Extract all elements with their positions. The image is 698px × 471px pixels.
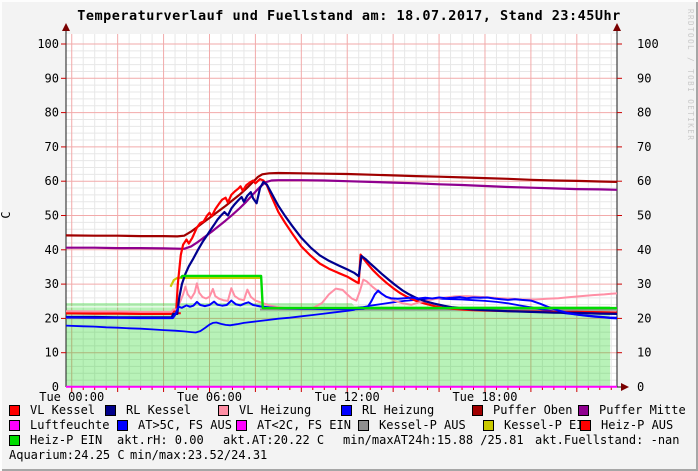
legend-swatch	[9, 420, 20, 431]
y-tick-label-left: 50	[45, 209, 59, 223]
legend-label: VL Kessel	[30, 403, 96, 417]
y-tick-label-right: 90	[637, 71, 651, 85]
series-heiz-p-ein	[179, 274, 617, 310]
stat-value: akt.Fuellstand: -nan	[535, 433, 680, 447]
legend-label: Heiz-P AUS	[601, 418, 674, 432]
legend-label: AT>5C, FS AUS	[138, 418, 232, 432]
series-kessel-p-ein	[169, 276, 260, 288]
y-tick-label-left: 100	[37, 37, 59, 51]
rrdtool-watermark: RRDTOOL / TOBI OETIKER	[686, 9, 695, 142]
legend-swatch	[9, 405, 20, 416]
legend-swatch	[483, 420, 494, 431]
legend-label: Puffer Oben	[493, 403, 573, 417]
grid-major	[66, 34, 617, 387]
y-tick-label-left: 60	[45, 174, 59, 188]
x-tick-label: Tue 06:00	[177, 390, 242, 404]
legend-label: AT<2C, FS EIN	[257, 418, 351, 432]
grid-minor	[66, 34, 617, 387]
x-tick-label: Tue 18:00	[452, 390, 517, 404]
legend-label: Luftfeuchte	[30, 418, 110, 432]
legend-label: Kessel-P EIN	[504, 418, 591, 432]
y-tick-label-left: 0	[52, 380, 59, 394]
y-tick-label-left: 10	[45, 346, 59, 360]
legend-swatch	[236, 420, 247, 431]
y-tick-label-left: 30	[45, 277, 59, 291]
legend-swatch	[105, 405, 116, 416]
legend-swatch	[9, 435, 20, 446]
legend-label: RL Kessel	[126, 403, 192, 417]
chart-title: Temperaturverlauf und Fuellstand am: 18.…	[77, 8, 621, 24]
y-tick-label-left: 20	[45, 311, 59, 325]
series-at-5c-fs-aus	[65, 297, 618, 334]
y-tick-label-right: 10	[637, 346, 651, 360]
legend-swatch	[218, 405, 229, 416]
y-tick-label-left: 40	[45, 243, 59, 257]
legend-label: Kessel-P AUS	[379, 418, 466, 432]
legend-swatch	[472, 405, 483, 416]
y-tick-label-right: 60	[637, 174, 651, 188]
fuellstand-area	[66, 303, 611, 386]
legend-label: Puffer Mitte	[599, 403, 686, 417]
legend-label: VL Heizung	[239, 403, 312, 417]
x-tick-label: Tue 12:00	[315, 390, 380, 404]
y-tick-label-right: 50	[637, 209, 651, 223]
stat-value: min/max:23.52/24.31	[130, 448, 268, 462]
plot-background	[66, 34, 617, 387]
y-tick-label-right: 80	[637, 106, 651, 120]
legend-swatch	[358, 420, 369, 431]
y-tick-label-left: 70	[45, 140, 59, 154]
y-tick-label-right: 0	[637, 380, 644, 394]
legend-swatch	[341, 405, 352, 416]
stat-value: akt.AT:20.22 C	[223, 433, 325, 447]
legend-label: RL Heizung	[362, 403, 435, 417]
y-tick-label-left: 80	[45, 106, 59, 120]
stat-value: Aquarium:24.25 C	[9, 448, 125, 462]
y-tick-label-right: 100	[637, 37, 659, 51]
legend-swatch	[580, 420, 591, 431]
y-tick-label-left: 90	[45, 71, 59, 85]
series-rl-kessel	[66, 180, 618, 319]
legend-swatch	[117, 420, 128, 431]
stat-value: min/maxAT24h:15.88 /25.81	[343, 433, 524, 447]
x-tick-label: Tue 00:00	[39, 390, 104, 404]
legend-swatch	[578, 405, 589, 416]
series-puffer-oben	[65, 171, 618, 238]
y-tick-label-right: 20	[637, 311, 651, 325]
y-tick-label-right: 70	[637, 140, 651, 154]
y-tick-label-right: 40	[637, 243, 651, 257]
y-tick-label-right: 30	[637, 277, 651, 291]
stat-value: akt.rH: 0.00	[117, 433, 204, 447]
axis-labels: 0 0 10 10 20 20 30 30 40 40 50 50 60 60 70 70 80 80 90 90 10…	[37, 37, 658, 404]
legend-label: Heiz-P EIN	[30, 433, 103, 447]
